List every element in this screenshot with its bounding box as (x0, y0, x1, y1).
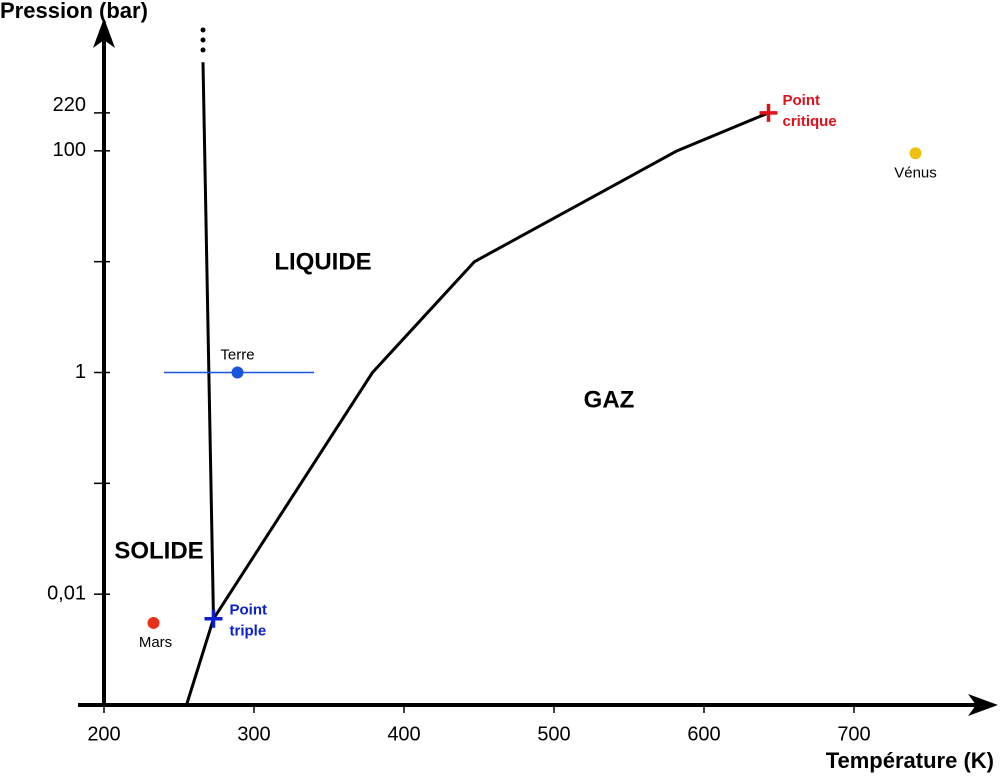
point-label: critique (783, 113, 837, 130)
point-label: Mars (139, 634, 172, 651)
region-label: SOLIDE (114, 537, 203, 564)
continuation-dot (200, 37, 206, 43)
x-tick-label: 500 (537, 723, 570, 745)
point-marker (204, 609, 223, 628)
y-axis-title: Pression (bar) (0, 0, 148, 23)
point-label: triple (230, 623, 267, 640)
region-label: LIQUIDE (274, 248, 371, 275)
x-tick-label: 300 (237, 723, 270, 745)
phase-boundary (185, 111, 770, 706)
point-marker (909, 147, 922, 160)
x-tick-label: 200 (87, 723, 120, 745)
y-tick-label: 220 (53, 94, 86, 116)
point-label: Point (783, 92, 821, 109)
y-tick-label: 0,01 (47, 582, 86, 604)
x-axis-title: Température (K) (826, 748, 994, 773)
point-label: Vénus (894, 164, 937, 181)
x-tick-label: 400 (387, 723, 420, 745)
point-marker (759, 103, 778, 122)
point-label: Terre (220, 346, 254, 363)
x-axis-arrow (968, 694, 998, 716)
point-marker (231, 366, 244, 379)
region-label: GAZ (584, 386, 635, 413)
phase-boundary (201, 62, 215, 619)
point-label: Point (230, 602, 268, 619)
point-marker (147, 616, 160, 629)
y-axis-arrow (93, 18, 115, 48)
continuation-dot (200, 47, 206, 53)
continuation-dot (200, 27, 206, 33)
x-tick-label: 600 (687, 723, 720, 745)
x-tick-label: 700 (837, 723, 870, 745)
y-tick-label: 100 (53, 139, 86, 161)
y-tick-label: 1 (75, 361, 86, 383)
